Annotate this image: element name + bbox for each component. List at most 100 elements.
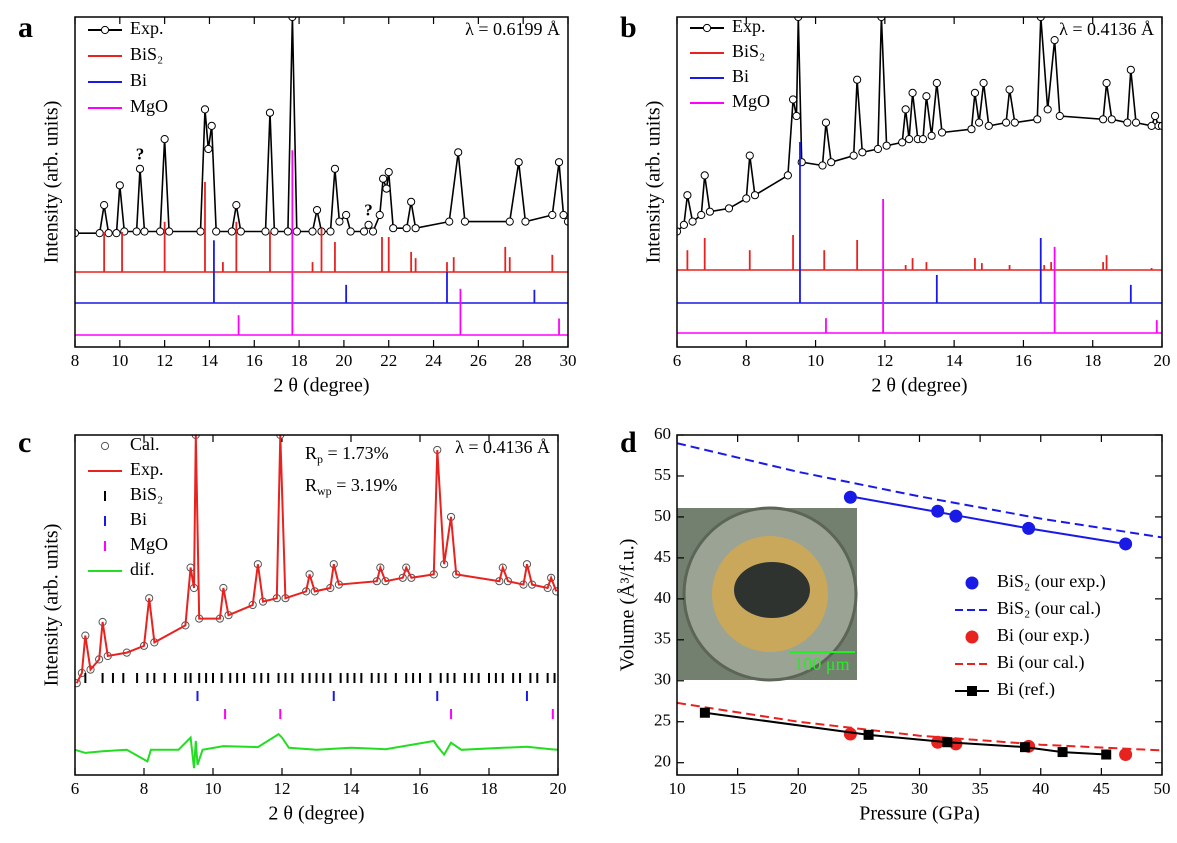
legend-entry: Bi (ref.) <box>955 679 1055 700</box>
plot-area <box>75 17 568 336</box>
wavelength: λ = 0.4136 Å <box>1059 19 1154 39</box>
marker <box>858 148 867 157</box>
legend-entry: MgO <box>88 96 168 116</box>
legend-entry: MgO <box>690 91 770 111</box>
legend-label: MgO <box>732 91 770 111</box>
marker <box>326 227 335 236</box>
x-tick-label: 14 <box>343 779 361 798</box>
series-line <box>677 442 1162 539</box>
marker <box>1099 115 1108 124</box>
x-tick-label: 10 <box>669 779 686 798</box>
x-tick-label: 20 <box>1154 351 1171 370</box>
marker <box>346 227 355 236</box>
marker <box>1131 118 1141 127</box>
marker <box>227 227 236 236</box>
marker <box>1005 85 1014 94</box>
legend-entry: dif. <box>88 559 155 579</box>
panel: b 2 θ (degree) Intensity (arb. units) 6 8 10 1… <box>620 11 1171 397</box>
marker <box>382 184 391 193</box>
marker <box>165 227 174 236</box>
marker <box>236 227 245 236</box>
x-axis-label: 2 θ (degree) <box>273 375 369 397</box>
marker <box>898 138 907 147</box>
x-tick-label: 12 <box>156 351 173 370</box>
panel: d Pressure (GPa) Volume (Å³/f.u.) 10 15 20 25 3… <box>617 424 1171 825</box>
marker <box>1057 747 1068 758</box>
marker <box>932 78 941 88</box>
legend-entry: BiS₂ (our cal.) <box>955 598 1101 619</box>
y-tick-label: 50 <box>654 506 671 525</box>
marker <box>335 217 344 226</box>
marker <box>702 23 712 33</box>
legend-entry: Bi <box>690 66 749 86</box>
marker <box>445 217 454 226</box>
legend-entry: Bi (our cal.) <box>955 652 1084 673</box>
marker <box>937 128 947 137</box>
y-axis-label: Intensity (arb. units) <box>41 524 63 687</box>
marker <box>200 105 210 114</box>
legend-label: Bi (our cal.) <box>997 652 1084 673</box>
marker <box>1107 115 1116 124</box>
marker <box>1055 111 1064 121</box>
marker <box>908 88 917 98</box>
marker <box>1033 115 1042 124</box>
inset-sample-hole <box>734 562 810 618</box>
marker <box>742 194 751 203</box>
marker <box>853 75 862 84</box>
y-axis-label: Intensity (arb. units) <box>643 101 665 264</box>
marker <box>554 158 564 167</box>
marker <box>292 227 301 236</box>
x-tick-label: 25 <box>850 779 867 798</box>
marker <box>873 144 883 154</box>
marker <box>1002 118 1011 127</box>
x-tick-label: 14 <box>946 351 964 370</box>
y-tick-label: 45 <box>654 547 671 566</box>
marker <box>379 174 388 183</box>
marker <box>705 207 715 216</box>
marker <box>411 224 420 233</box>
x-tick-label: 20 <box>550 779 567 798</box>
x-tick-label: 6 <box>673 351 682 370</box>
marker <box>505 217 514 226</box>
series-line <box>75 435 558 684</box>
y-tick-label: 55 <box>654 465 671 484</box>
fit-stat-part: p <box>317 452 323 466</box>
x-tick-label: 10 <box>111 351 128 370</box>
x-tick-label: 24 <box>425 351 443 370</box>
legend-entry: Cal. <box>100 434 160 454</box>
x-tick-label: 15 <box>729 779 746 798</box>
x-tick-label: 18 <box>1084 351 1101 370</box>
marker <box>918 135 928 144</box>
x-tick-label: 12 <box>274 779 291 798</box>
marker <box>407 197 416 206</box>
series-line <box>75 732 558 769</box>
panel: c 2 θ (degree) Intensity (arb. units) 6 8 10 1… <box>18 426 567 825</box>
marker <box>342 210 351 220</box>
marker <box>207 121 216 131</box>
series-line <box>850 495 1126 545</box>
marker <box>967 686 977 696</box>
plot-area <box>677 17 1162 334</box>
marker <box>364 220 373 229</box>
marker <box>877 17 886 22</box>
marker <box>288 17 297 22</box>
legend-label: dif. <box>130 559 155 579</box>
marker <box>563 217 568 226</box>
marker <box>359 227 369 236</box>
marker <box>100 25 110 35</box>
marker <box>683 191 692 200</box>
x-tick-label: 8 <box>71 351 80 370</box>
panel-label: b <box>620 11 637 44</box>
x-tick-label: 8 <box>140 779 149 798</box>
marker <box>115 181 124 190</box>
x-tick-label: 40 <box>1032 779 1049 798</box>
legend-entry: MgO <box>104 534 168 554</box>
marker <box>1036 17 1045 22</box>
x-tick-label: 10 <box>205 779 222 798</box>
x-axis-label: 2 θ (degree) <box>268 803 364 825</box>
legend-label: MgO <box>130 96 168 116</box>
marker <box>368 227 378 236</box>
plot-frame <box>74 16 569 348</box>
marker <box>1157 121 1162 130</box>
